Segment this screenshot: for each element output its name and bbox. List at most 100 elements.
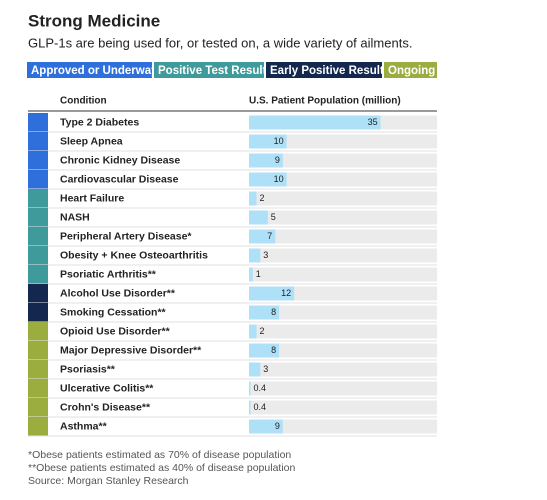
value-label: 10 <box>274 174 284 184</box>
bar <box>249 210 268 225</box>
group-strip <box>28 113 48 132</box>
bar-track <box>249 305 437 320</box>
bar-track <box>249 153 437 168</box>
legend-swatch <box>27 62 152 78</box>
condition-label: NASH <box>60 211 90 223</box>
legend-label: Ongoing <box>388 65 435 77</box>
legend-swatch <box>266 62 382 78</box>
value-label: 1 <box>256 269 261 279</box>
legend-swatch <box>384 62 437 78</box>
value-label: 10 <box>274 136 284 146</box>
value-label: 9 <box>275 421 280 431</box>
condition-label: Chronic Kidney Disease <box>60 154 180 166</box>
bar-track <box>249 210 437 225</box>
column-header: Condition <box>60 96 107 107</box>
bar-track <box>249 381 437 396</box>
footnote: **Obese patients estimated as 40% of dis… <box>28 462 296 474</box>
value-label: 5 <box>271 212 276 222</box>
bar-track <box>249 362 437 377</box>
condition-label: Heart Failure <box>60 192 124 204</box>
value-label: 9 <box>275 155 280 165</box>
legend-swatch <box>154 62 264 78</box>
bar <box>249 286 295 301</box>
group-strip <box>28 246 48 265</box>
bar-track <box>249 267 437 282</box>
bar <box>249 191 257 206</box>
value-label: 35 <box>368 117 378 127</box>
value-label: 3 <box>263 364 268 374</box>
value-label: 2 <box>260 326 265 336</box>
group-strip <box>28 341 48 360</box>
legend-label: Positive Test Results <box>158 65 273 77</box>
bar-track <box>249 419 437 434</box>
group-strip <box>28 151 48 170</box>
group-strip <box>28 265 48 284</box>
condition-label: Ulcerative Colitis** <box>60 382 154 394</box>
bar-track <box>249 191 437 206</box>
condition-label: Crohn's Disease** <box>60 401 151 413</box>
chart-subtitle: GLP-1s are being used for, or tested on,… <box>28 35 412 50</box>
condition-label: Psoriasis** <box>60 363 116 375</box>
condition-label: Peripheral Artery Disease* <box>60 230 192 242</box>
footnote: Source: Morgan Stanley Research <box>28 475 189 487</box>
value-label: 8 <box>271 307 276 317</box>
bar-track <box>249 324 437 339</box>
chart-title: Strong Medicine <box>28 11 160 30</box>
group-strip <box>28 208 48 227</box>
group-strip <box>28 132 48 151</box>
group-strip <box>28 379 48 398</box>
group-strip <box>28 170 48 189</box>
bar-track <box>249 229 437 244</box>
bar-track <box>249 343 437 358</box>
bar-track <box>249 134 437 149</box>
bar <box>249 400 251 415</box>
value-label: 3 <box>263 250 268 260</box>
group-strip <box>28 360 48 379</box>
bar <box>249 153 283 168</box>
value-label: 7 <box>267 231 272 241</box>
bar-track <box>249 172 437 187</box>
condition-label: Asthma** <box>60 420 108 432</box>
bar <box>249 362 261 377</box>
condition-label: Opioid Use Disorder** <box>60 325 171 337</box>
group-strip <box>28 417 48 436</box>
condition-label: Alcohol Use Disorder** <box>60 287 176 299</box>
bar <box>249 305 280 320</box>
footnote: *Obese patients estimated as 70% of dise… <box>28 449 291 461</box>
bar <box>249 324 257 339</box>
bar <box>249 134 287 149</box>
bar-track <box>249 286 437 301</box>
group-strip <box>28 284 48 303</box>
bar <box>249 419 283 434</box>
group-strip <box>28 227 48 246</box>
legend-label: Early Positive Results <box>270 65 390 77</box>
column-header: U.S. Patient Population (million) <box>249 96 401 107</box>
bar <box>249 172 287 187</box>
condition-label: Smoking Cessation** <box>60 306 167 318</box>
condition-label: Psoriatic Arthritis** <box>60 268 157 280</box>
group-strip <box>28 398 48 417</box>
group-strip <box>28 322 48 341</box>
group-strip <box>28 189 48 208</box>
bar <box>249 115 381 130</box>
condition-label: Major Depressive Disorder** <box>60 344 202 356</box>
bar <box>249 229 276 244</box>
value-label: 0.4 <box>254 402 267 412</box>
group-strip <box>28 303 48 322</box>
value-label: 2 <box>260 193 265 203</box>
legend-label: Approved or Underway <box>31 65 158 77</box>
bar-track <box>249 400 437 415</box>
condition-label: Type 2 Diabetes <box>60 116 139 128</box>
bar <box>249 248 261 263</box>
value-label: 8 <box>271 345 276 355</box>
value-label: 12 <box>281 288 291 298</box>
bar <box>249 343 280 358</box>
value-label: 0.4 <box>254 383 267 393</box>
condition-label: Sleep Apnea <box>60 135 123 147</box>
bar <box>249 381 251 396</box>
bar-track <box>249 248 437 263</box>
bar <box>249 267 253 282</box>
condition-label: Cardiovascular Disease <box>60 173 179 185</box>
condition-label: Obesity + Knee Osteoarthritis <box>60 249 208 261</box>
